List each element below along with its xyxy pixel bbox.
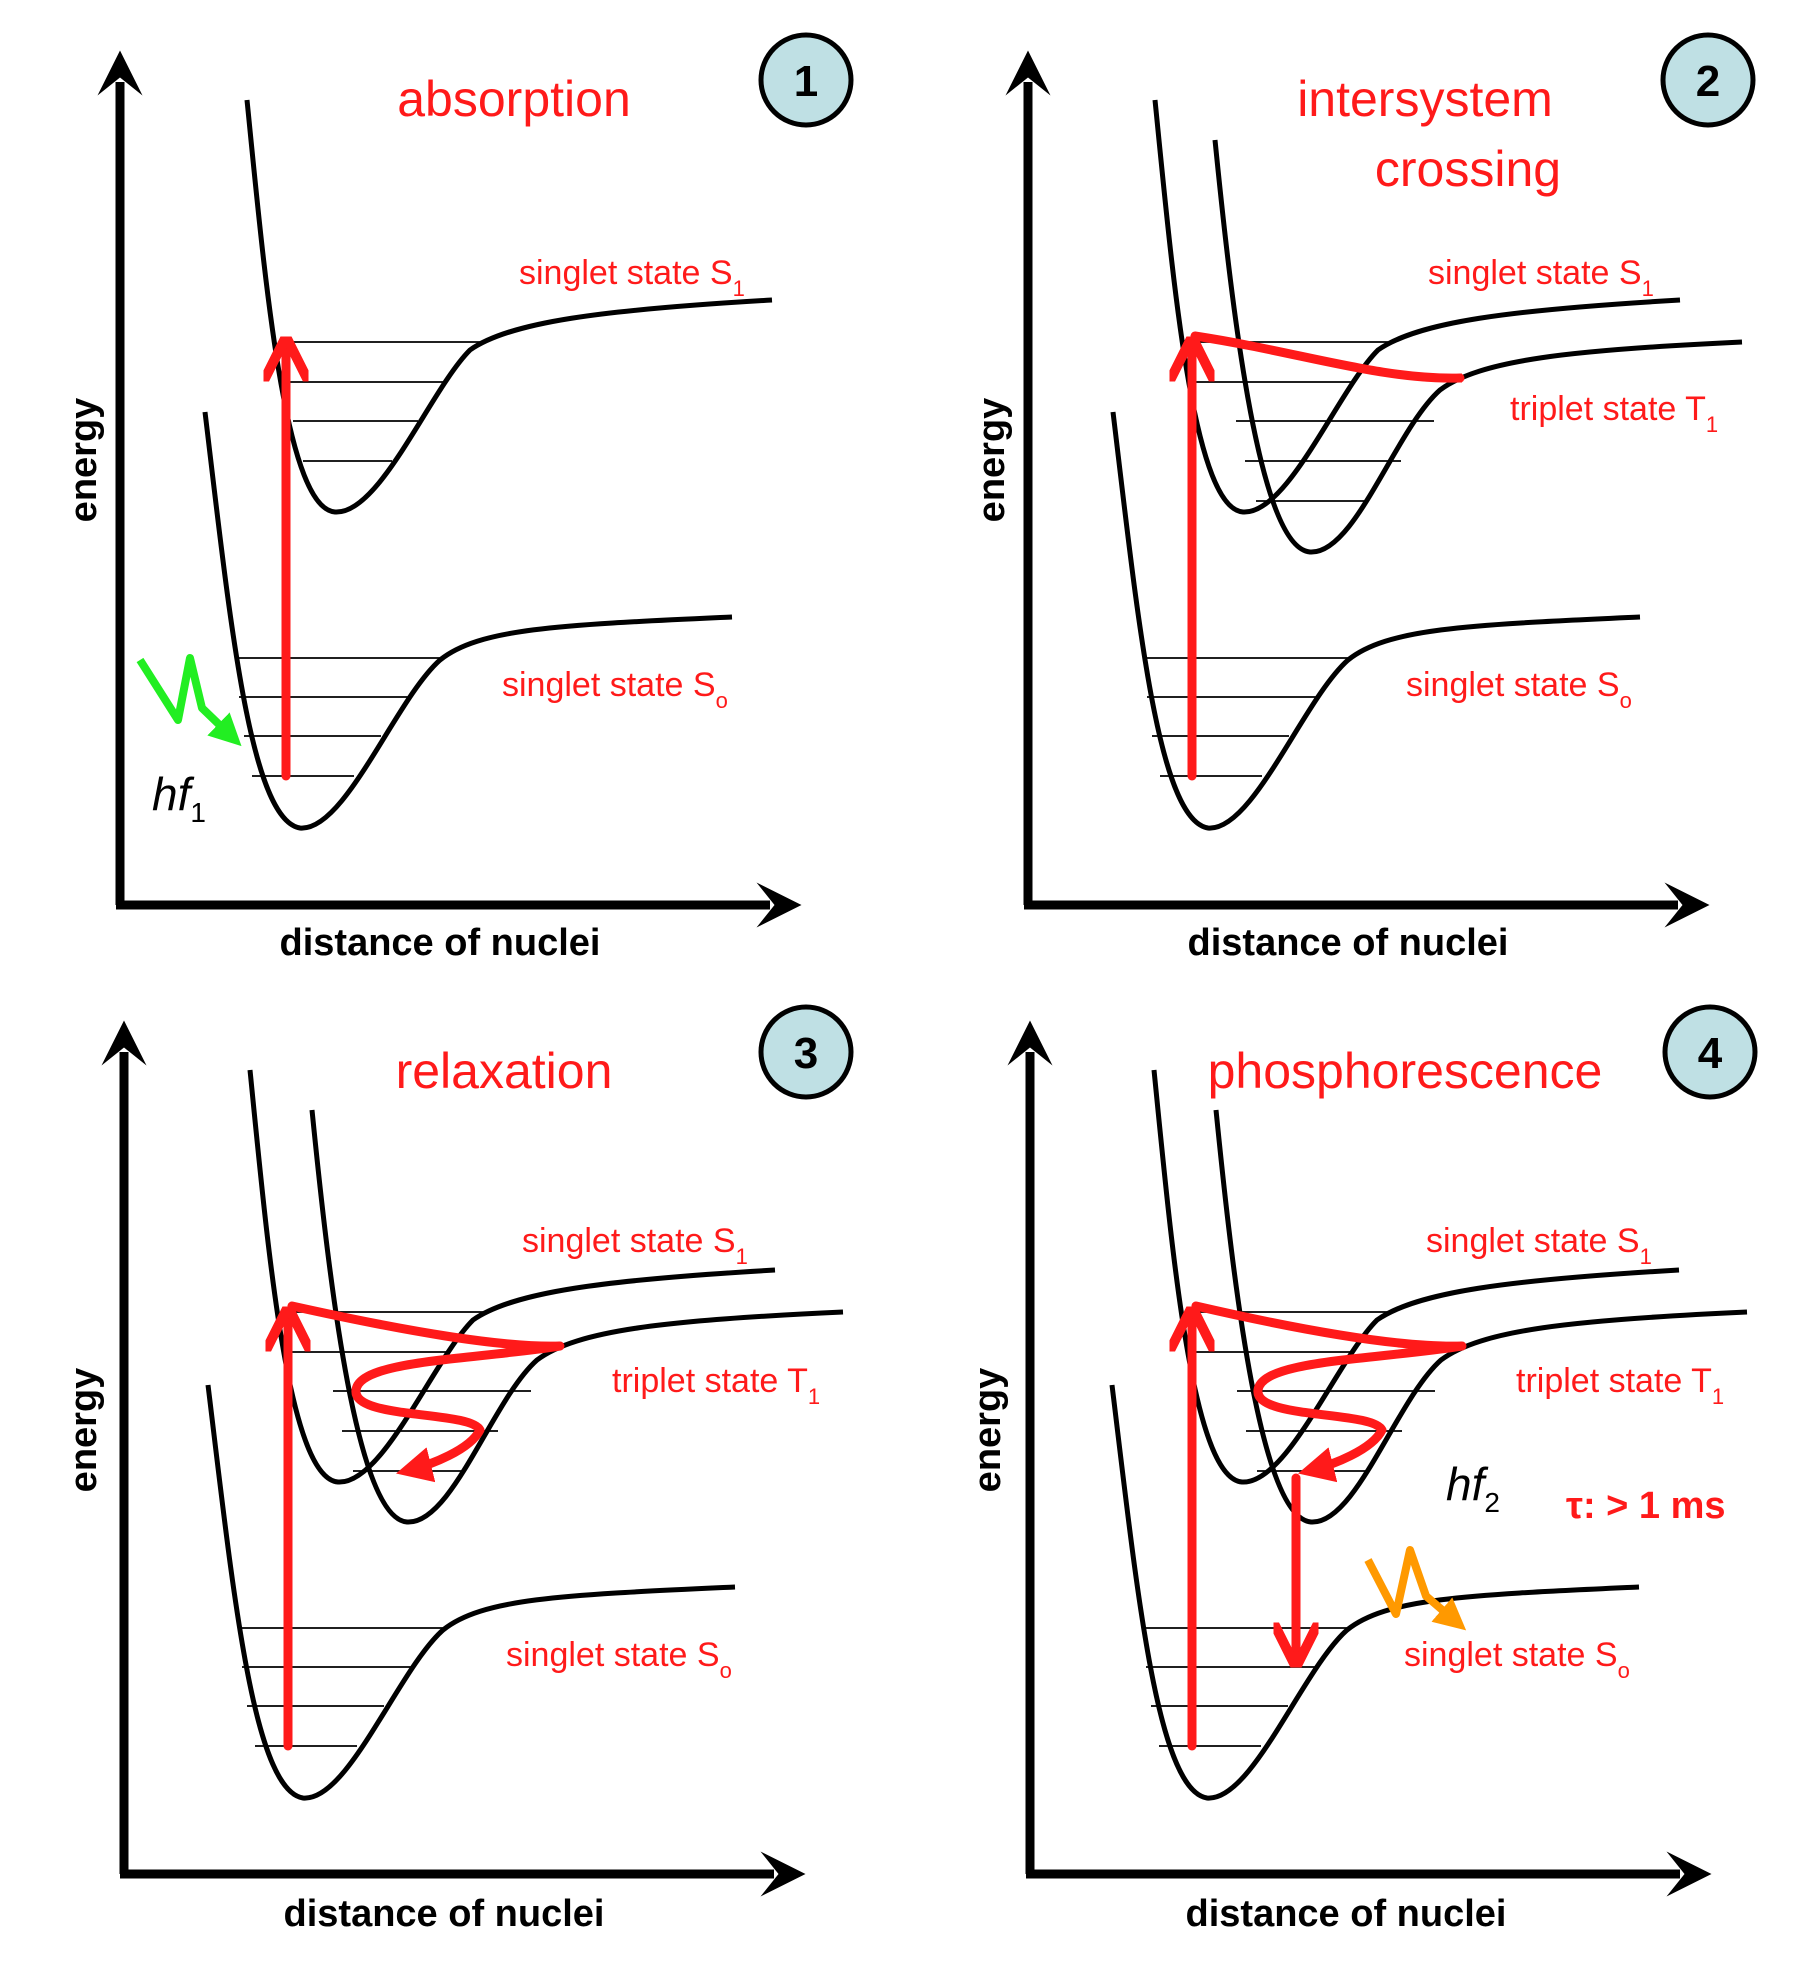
axes <box>1005 50 1710 928</box>
s1-potential-curve <box>1152 99 1681 515</box>
state-label-s0: singlet state So <box>506 1636 732 1683</box>
panel-title-line-1: phosphorescence <box>1208 1043 1603 1099</box>
panel-title-line-1: absorption <box>397 71 631 127</box>
state-label-s0: singlet state So <box>1404 1636 1630 1683</box>
state-label-s1: singlet state S1 <box>519 254 745 301</box>
state-label-s0: singlet state So <box>1406 666 1632 713</box>
badge: 1 <box>758 32 854 128</box>
step-badge-circle <box>1662 1004 1758 1100</box>
panel-2: energy distance of nuclei 2 intersystem … <box>971 32 1756 964</box>
s0-vibrational-levels <box>1142 1627 1351 1747</box>
panel-title-line-2: crossing <box>1375 141 1561 197</box>
photon-label: hf2 <box>1446 1458 1500 1518</box>
y-axis-label: energy <box>971 398 1013 523</box>
y-axis-label: energy <box>63 1368 105 1493</box>
axes <box>97 50 802 928</box>
s1-vibrational-levels <box>281 341 480 462</box>
step-badge-circle <box>1660 32 1756 128</box>
s1-potential-curve <box>247 1069 776 1485</box>
s0-vibrational-levels <box>238 1627 447 1747</box>
x-axis-label: distance of nuclei <box>1188 922 1509 964</box>
panel-title-line-1: relaxation <box>396 1043 613 1099</box>
panel-1: energy distance of nuclei 1 absorption s… <box>63 32 854 964</box>
step-badge-number: 4 <box>1698 1029 1723 1078</box>
t1-vibrational-levels <box>1236 420 1434 502</box>
t1-potential-curve <box>309 1109 844 1525</box>
lifetime-label: τ: > 1 ms <box>1566 1485 1726 1527</box>
x-axis-label: distance of nuclei <box>284 1893 605 1935</box>
step-badge-circle <box>758 32 854 128</box>
panel-3: energy distance of nuclei 3 relaxation <box>63 1004 854 1935</box>
badge: 4 <box>1662 1004 1758 1100</box>
y-axis-label: energy <box>63 398 105 523</box>
s1-potential-curve <box>244 99 773 515</box>
photon-label: hf1 <box>152 768 206 828</box>
state-label-s0: singlet state So <box>502 666 728 713</box>
state-label-s1: singlet state S1 <box>522 1222 748 1269</box>
emitted-photon-wave-icon <box>1364 1546 1467 1631</box>
state-label-t1: triplet state T1 <box>612 1362 820 1409</box>
t1-potential-curve <box>1213 1109 1748 1525</box>
state-label-t1: triplet state T1 <box>1516 1362 1724 1409</box>
badge: 3 <box>758 1004 854 1100</box>
incoming-photon-wave-icon <box>136 654 242 747</box>
state-label-s1: singlet state S1 <box>1428 254 1654 301</box>
vibrational-relaxation-path <box>1191 1301 1467 1483</box>
s0-vibrational-levels <box>235 657 444 777</box>
badge: 2 <box>1660 32 1756 128</box>
state-label-s1: singlet state S1 <box>1426 1222 1652 1269</box>
step-badge-number: 2 <box>1696 57 1720 106</box>
axes <box>101 1020 806 1897</box>
intersystem-crossing-path <box>1190 331 1465 383</box>
t1-potential-curve <box>1212 139 1743 555</box>
vibrational-relaxation-path <box>287 1301 565 1483</box>
step-badge-number: 1 <box>794 57 818 106</box>
state-label-t1: triplet state T1 <box>1510 390 1718 437</box>
s0-vibrational-levels <box>1143 657 1352 777</box>
x-axis-label: distance of nuclei <box>280 922 601 964</box>
axes <box>1007 1020 1712 1897</box>
s1-potential-curve <box>1151 1069 1680 1485</box>
y-axis-label: energy <box>967 1368 1009 1493</box>
x-axis-label: distance of nuclei <box>1186 1893 1507 1935</box>
panel-4: energy distance of nuclei 4 phosphoresce… <box>967 1004 1758 1935</box>
step-badge-number: 3 <box>794 1029 818 1078</box>
step-badge-circle <box>758 1004 854 1100</box>
panel-title-line-1: intersystem <box>1297 71 1553 127</box>
